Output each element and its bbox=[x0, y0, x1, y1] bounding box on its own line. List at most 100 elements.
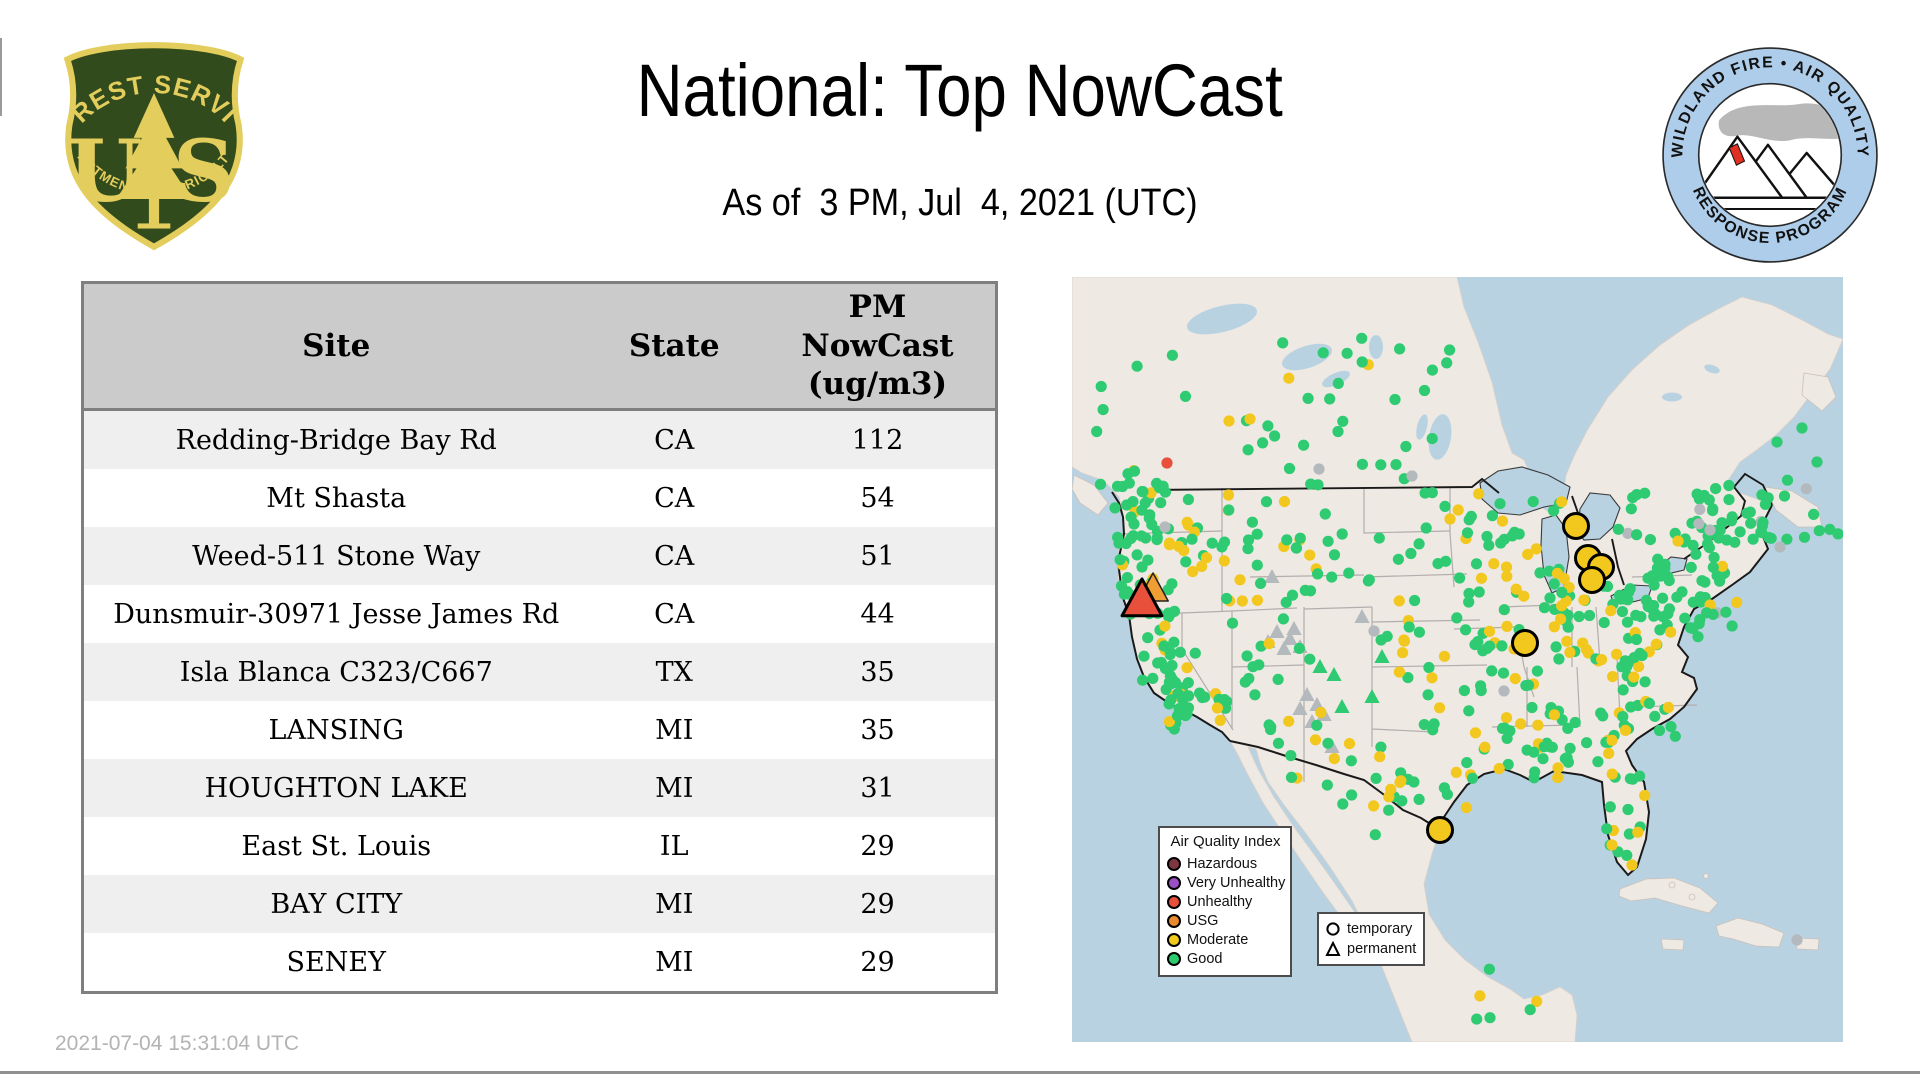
monitor-dot bbox=[1173, 540, 1185, 552]
monitor-dot bbox=[1461, 527, 1474, 539]
monitor-dot bbox=[1824, 523, 1836, 535]
monitor-dot bbox=[1538, 741, 1550, 753]
monitor-dot bbox=[1336, 528, 1348, 540]
monitor-dot bbox=[1211, 702, 1223, 714]
monitor-dot bbox=[1283, 372, 1295, 384]
monitor-dot bbox=[1322, 737, 1334, 749]
monitor-dot bbox=[1441, 788, 1453, 800]
monitor-dot bbox=[1781, 533, 1793, 545]
monitor-dot bbox=[1556, 586, 1568, 599]
monitor-dot bbox=[1500, 561, 1513, 573]
monitor-dot bbox=[1413, 626, 1425, 638]
monitor-dot bbox=[1158, 640, 1170, 652]
highlighted-sites-layer bbox=[1120, 512, 1615, 844]
monitor-dot bbox=[1151, 534, 1163, 546]
aqi-color-dot bbox=[1167, 856, 1181, 871]
monitor-dot bbox=[1152, 657, 1164, 669]
permanent-monitor-good bbox=[1374, 649, 1390, 663]
aqi-legend-item: Good bbox=[1167, 949, 1284, 968]
monitor-dot bbox=[1484, 640, 1496, 652]
monitor-dot bbox=[1633, 661, 1645, 673]
monitor-dot bbox=[1548, 621, 1560, 633]
monitor-dot bbox=[1125, 511, 1137, 523]
monitor-dot bbox=[1260, 496, 1273, 508]
monitor-dot bbox=[1723, 494, 1735, 506]
monitor-dot bbox=[1469, 639, 1481, 651]
monitor-dot bbox=[1136, 504, 1148, 516]
monitor-dot bbox=[1121, 499, 1133, 511]
monitor-dot bbox=[1488, 558, 1500, 570]
monitor-dot bbox=[1657, 592, 1669, 604]
monitor-dot bbox=[1385, 783, 1397, 795]
window-edge-mark bbox=[0, 38, 2, 116]
monitor-dot bbox=[1343, 567, 1355, 579]
monitor-dot bbox=[1309, 734, 1322, 746]
permanent-monitor-gray bbox=[1282, 631, 1298, 645]
cell-state: TX bbox=[588, 643, 760, 701]
monitor-dot bbox=[1501, 620, 1513, 632]
monitor-dot bbox=[1283, 462, 1296, 475]
monitor-dot bbox=[1398, 634, 1410, 646]
monitor-dot bbox=[1481, 530, 1493, 543]
monitor-dot bbox=[1242, 534, 1255, 546]
monitor-dot bbox=[1262, 420, 1274, 432]
monitor-dot bbox=[1538, 602, 1551, 614]
monitor-dot bbox=[1392, 553, 1404, 565]
monitor-dot bbox=[1294, 532, 1306, 544]
cell-site: Weed-511 Stone Way bbox=[82, 527, 589, 585]
monitor-dot bbox=[1726, 511, 1738, 523]
monitor-dot bbox=[1619, 655, 1631, 667]
cell-value: 29 bbox=[759, 817, 997, 875]
monitor-dot bbox=[1145, 487, 1157, 499]
monitor-dot bbox=[1665, 626, 1677, 638]
monitor-dot bbox=[1242, 444, 1254, 456]
cell-site: Redding-Bridge Bay Rd bbox=[82, 409, 589, 469]
monitor-dot bbox=[1463, 705, 1475, 717]
permanent-triangle-icon bbox=[1325, 941, 1341, 956]
monitor-dot bbox=[1693, 618, 1705, 630]
monitor-dot bbox=[1393, 595, 1405, 607]
monitor-dot bbox=[1304, 549, 1316, 561]
monitor-dot bbox=[1639, 676, 1651, 688]
monitor-dot bbox=[1241, 650, 1253, 662]
cell-state: CA bbox=[588, 585, 760, 643]
monitor-dot bbox=[1502, 758, 1514, 771]
monitor-dot bbox=[1452, 504, 1464, 516]
monitor-dot bbox=[1326, 571, 1338, 583]
monitor-dot bbox=[1368, 800, 1380, 812]
monitor-dot bbox=[1708, 551, 1720, 564]
monitor-dot bbox=[1564, 742, 1576, 754]
monitor-dot bbox=[1281, 534, 1293, 546]
monitor-dot bbox=[1710, 483, 1722, 495]
monitor-dot bbox=[1531, 665, 1543, 677]
monitor-dot bbox=[1293, 642, 1305, 654]
monitoring-map[interactable]: Air Quality Index Hazardous Very Unhealth… bbox=[1072, 277, 1843, 1042]
monitor-dot bbox=[1561, 635, 1573, 647]
monitor-dot bbox=[1518, 590, 1530, 602]
monitor-dot bbox=[1186, 533, 1198, 545]
monitor-dot bbox=[1441, 357, 1453, 369]
monitor-dot bbox=[1548, 505, 1560, 517]
monitor-dot bbox=[1687, 539, 1699, 551]
fs-logo-letter-s: S bbox=[173, 122, 235, 222]
monitor-dot bbox=[1159, 486, 1171, 498]
monitor-dot bbox=[1707, 561, 1719, 573]
monitor-dot bbox=[1413, 538, 1425, 550]
monitor-dot bbox=[1223, 504, 1235, 516]
monitor-dot bbox=[1726, 620, 1738, 632]
monitor-dot bbox=[1302, 392, 1314, 404]
monitor-dot bbox=[1713, 532, 1725, 544]
monitor-dot bbox=[1734, 526, 1746, 538]
monitor-dot bbox=[1460, 624, 1472, 636]
monitor-dot bbox=[1383, 804, 1395, 816]
monitor-dot bbox=[1756, 526, 1768, 539]
monitor-dot bbox=[1277, 337, 1289, 349]
monitor-dot bbox=[1573, 610, 1585, 623]
monitor-dot bbox=[1206, 537, 1218, 549]
monitor-dot bbox=[1762, 492, 1774, 504]
monitor-dot bbox=[1626, 859, 1638, 871]
monitor-dot bbox=[1522, 548, 1534, 560]
monitor-dot bbox=[1094, 478, 1107, 490]
monitor-dot bbox=[1409, 594, 1421, 607]
monitor-dot bbox=[1226, 617, 1239, 629]
